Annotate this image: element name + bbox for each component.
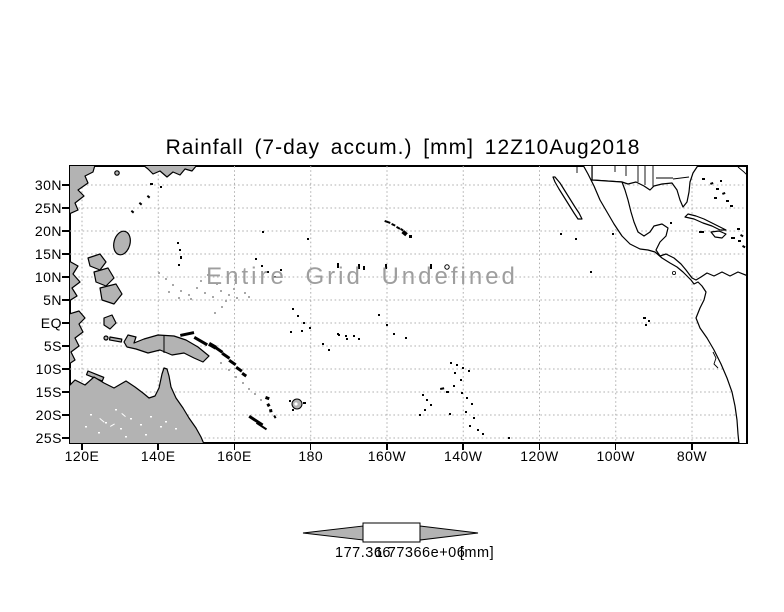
japan-landmass (143, 166, 197, 178)
x-axis-tick (386, 443, 388, 450)
small-island (114, 170, 120, 176)
south-america-inland-border (712, 351, 719, 369)
luzon-island (113, 230, 131, 256)
australia-speckles (85, 409, 177, 438)
asia-coast-landmass (70, 166, 96, 215)
landmasses-west-pacific (70, 166, 210, 443)
x-axis-label: 180 (298, 448, 324, 464)
x-axis-label: 120W (520, 448, 559, 464)
x-axis-label: 80W (676, 448, 708, 464)
mexico-central-south-america-coastline (582, 166, 746, 443)
y-axis-label: 20S (35, 407, 62, 423)
x-axis-label: 160W (367, 448, 407, 464)
hispaniola-island (710, 230, 727, 239)
new-guinea-landmass (123, 334, 210, 363)
x-axis-label: 100W (596, 448, 636, 464)
central-america-lake (672, 271, 677, 276)
y-axis-label: 5N (43, 292, 62, 308)
y-axis-label: 15S (35, 384, 62, 400)
x-axis-tick (691, 443, 693, 450)
x-axis-tick (233, 443, 235, 450)
americas-coastlines (552, 166, 746, 443)
melanesia-island-chains (180, 331, 277, 431)
atoll-ring (444, 264, 450, 270)
x-axis-tick (614, 443, 617, 450)
y-axis-label: 10N (34, 269, 62, 285)
island-specks-gray (158, 272, 262, 401)
y-axis-label: 15N (34, 246, 62, 262)
island-specks (130, 178, 746, 439)
fiji-islands (289, 398, 306, 411)
indonesia-islands (70, 310, 123, 382)
colorbar-units-label: [mm] (459, 545, 495, 561)
united-states-coastline (591, 166, 699, 208)
colorbar-min-label: 177.366 (335, 545, 391, 561)
australia-landmass (70, 367, 205, 443)
x-axis-label: 160E (217, 448, 252, 464)
y-axis-label: EQ (40, 315, 62, 331)
colorbar-right-arrow (419, 525, 479, 541)
y-axis-label: 25N (34, 200, 62, 216)
y-axis-tick (62, 345, 70, 347)
y-axis-tick (62, 253, 70, 255)
colorbar-max-label: 1.77366e+06 (374, 545, 466, 561)
y-axis-label: 25S (35, 430, 62, 446)
y-axis-tick (62, 207, 70, 209)
philippines-islands (70, 253, 123, 305)
y-axis-label: 20N (34, 223, 62, 239)
y-axis-label: 5S (43, 338, 62, 354)
x-axis-label: 140E (140, 448, 176, 464)
y-axis-label: 30N (34, 177, 62, 193)
x-axis-tick (309, 443, 312, 450)
y-axis-tick (62, 230, 70, 232)
y-axis-tick (62, 184, 70, 186)
baja-peninsula (552, 176, 583, 220)
x-axis-tick (157, 443, 159, 450)
plot-frame (69, 165, 748, 444)
x-axis-tick (81, 443, 83, 450)
y-axis-tick (62, 368, 70, 370)
colorbar-left-arrow (302, 525, 364, 541)
cuba-island (684, 213, 727, 231)
y-axis-tick (62, 299, 70, 301)
y-axis-tick (62, 437, 70, 439)
colorbar (302, 522, 479, 543)
x-axis-tick (538, 443, 540, 450)
y-axis-tick (62, 322, 70, 324)
x-axis-label: 120E (64, 448, 100, 464)
colorbar-range-rect (362, 522, 421, 543)
map-canvas (70, 166, 746, 443)
y-axis-tick (62, 276, 70, 278)
x-axis-tick (462, 443, 464, 450)
plot-title: Rainfall (7-day accum.) [mm] 12Z10Aug201… (165, 136, 641, 159)
undefined-notice: Entire Grid Undefined (206, 263, 518, 290)
y-axis-tick (62, 414, 70, 416)
us-state-borders (576, 166, 746, 369)
y-axis-label: 10S (35, 361, 62, 377)
x-axis-label: 140W (443, 448, 483, 464)
y-axis-tick (62, 391, 70, 393)
